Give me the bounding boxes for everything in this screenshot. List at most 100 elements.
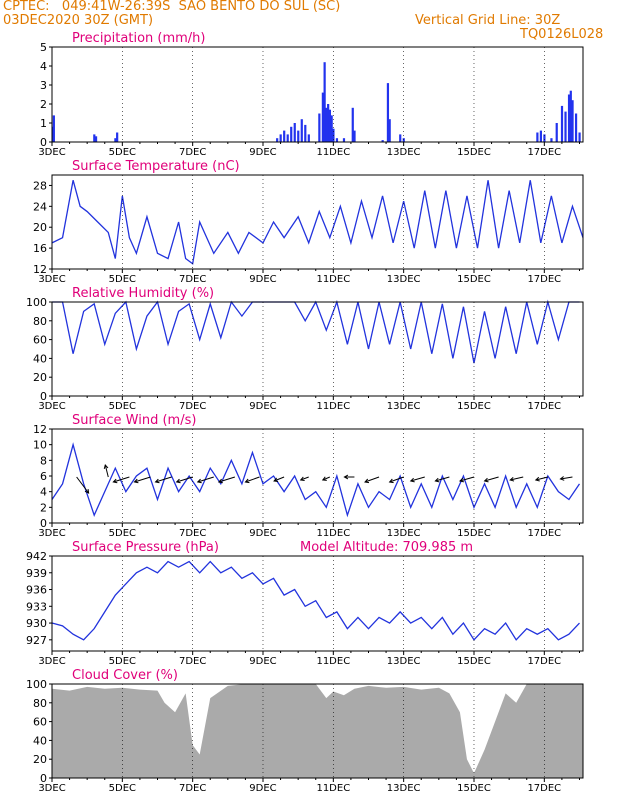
temp-series-line [51, 180, 584, 265]
precip-bar [297, 130, 300, 142]
panel-title-temp: Surface Temperature (nC) [72, 159, 240, 174]
wind-arrow [245, 476, 260, 483]
precip-bar [399, 134, 402, 142]
x-tick-label: 17DEC [527, 147, 561, 158]
wind-arrow [364, 476, 380, 483]
x-tick-label: 7DEC [179, 528, 206, 539]
wind-arrow-head [483, 477, 489, 483]
precip-bar [293, 123, 296, 142]
y-tick-label: 100 [26, 678, 47, 691]
x-tick-label: 13DEC [387, 274, 421, 285]
x-tick-label: 9DEC [249, 783, 276, 794]
y-tick-label: 0 [40, 772, 47, 785]
panel-title-cloud: Cloud Cover (%) [72, 668, 178, 683]
wind-arrow-head [559, 476, 565, 481]
wind-arrow-head [112, 478, 118, 484]
y-tick-label: 930 [26, 617, 47, 630]
precip-bar [116, 132, 119, 142]
x-tick-label: 3DEC [38, 274, 65, 285]
x-tick-label: 7DEC [179, 783, 206, 794]
wind-arrow [134, 476, 151, 483]
panel-title-rh: Relative Humidity (%) [72, 286, 214, 301]
x-tick-label: 3DEC [38, 401, 65, 412]
precip-bar [571, 100, 574, 142]
wind-arrow-head [299, 476, 305, 482]
x-tick-label: 7DEC [179, 147, 206, 158]
wind-arrow-head [364, 478, 370, 484]
x-tick-label: 15DEC [457, 528, 491, 539]
precip-bar [560, 105, 564, 142]
panel-frame-wind [51, 428, 584, 524]
x-tick-label: 17DEC [527, 401, 561, 412]
x-tick-label: 9DEC [249, 401, 276, 412]
y-tick-label: 933 [26, 600, 47, 613]
y-tick-label: 5 [40, 41, 47, 54]
wind-series-line [51, 442, 581, 518]
wind-arrow [459, 476, 475, 482]
wind-arrow [273, 476, 285, 482]
rh-series-line [52, 299, 580, 364]
precip-bar [325, 107, 328, 142]
y-tick-label: 6 [40, 470, 47, 483]
y-tick-label: 20 [33, 371, 47, 384]
panel-title-pres: Surface Pressure (hPa) [72, 540, 219, 555]
x-tick-label: 3DEC [38, 783, 65, 794]
y-tick-label: 2 [40, 501, 47, 514]
wind-arrow [535, 476, 548, 481]
x-tick-label: 15DEC [457, 401, 491, 412]
header-location: CPTEC: 049:41W-26:39S SAO BENTO DO SUL (… [3, 0, 341, 14]
precip-bar [318, 113, 321, 142]
x-tick-label: 5DEC [109, 401, 136, 412]
y-tick-label: 100 [26, 296, 47, 309]
x-tick-label: 9DEC [249, 274, 276, 285]
y-tick-label: 939 [26, 567, 47, 580]
x-tick-label: 11DEC [316, 274, 350, 285]
y-tick-label: 942 [26, 550, 47, 563]
y-tick-label: 80 [33, 697, 47, 710]
precip-bar [94, 136, 98, 142]
wind-arrow [76, 476, 90, 494]
precip-bar [52, 115, 55, 142]
y-tick-label: 60 [33, 334, 47, 347]
wind-arrow [435, 476, 450, 482]
wind-arrow [484, 476, 499, 482]
precip-bar [550, 138, 553, 142]
precip-bar [351, 107, 354, 142]
wind-arrow [104, 464, 109, 478]
x-tick-label: 3DEC [38, 656, 65, 667]
y-tick-label: 0 [40, 136, 47, 149]
y-tick-label: 3 [40, 79, 47, 92]
y-tick-label: 40 [33, 352, 47, 365]
precip-bar [567, 94, 571, 142]
header-datetime: 03DEC2020 30Z (GMT) [3, 13, 154, 28]
wind-arrow-head [244, 478, 250, 484]
precip-bar [402, 138, 405, 142]
precip-bar [578, 132, 581, 142]
precip-bar [114, 138, 117, 142]
precip-bar [386, 83, 390, 142]
wind-arrow [560, 476, 573, 480]
y-tick-label: 936 [26, 584, 47, 597]
wind-arrow-head [321, 476, 327, 481]
x-tick-label: 15DEC [457, 147, 491, 158]
x-tick-label: 15DEC [457, 656, 491, 667]
y-tick-label: 4 [40, 486, 47, 499]
wind-arrow-head [217, 478, 223, 484]
precip-bar [539, 130, 543, 142]
panel-title-wind: Surface Wind (m/s) [72, 413, 196, 428]
precip-bar [381, 140, 384, 142]
header-code: TQ0126L028 [520, 27, 604, 42]
x-tick-label: 7DEC [179, 401, 206, 412]
wind-arrow-head [175, 478, 181, 484]
precip-bar [330, 115, 333, 142]
header-grid-note: Vertical Grid Line: 30Z [415, 13, 561, 28]
wind-arrow-head [154, 478, 160, 484]
y-tick-label: 10 [33, 439, 47, 452]
x-tick-label: 15DEC [457, 274, 491, 285]
wind-arrow-head [534, 476, 540, 482]
precip-bar [574, 113, 578, 142]
x-tick-label: 17DEC [527, 274, 561, 285]
y-tick-label: 12 [33, 423, 47, 436]
wind-arrow-head [343, 474, 349, 480]
